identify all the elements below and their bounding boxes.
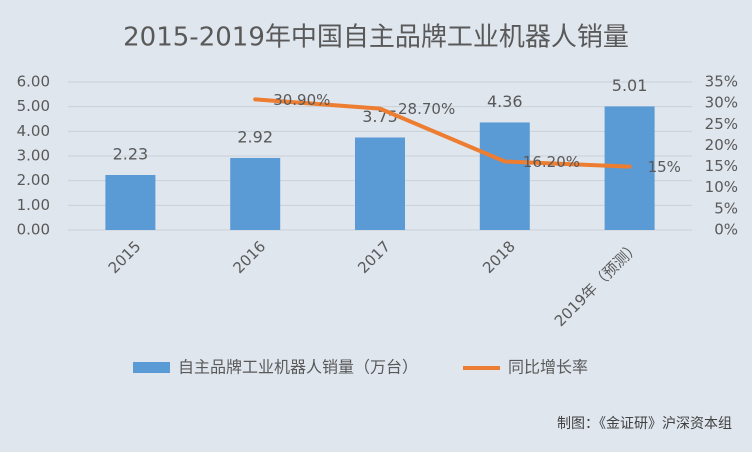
data-label: 2.23 — [113, 144, 149, 163]
y-tick-label: 5.00 — [17, 97, 50, 115]
data-label: 16.20% — [523, 153, 580, 171]
y2-tick-label: 25% — [705, 115, 738, 133]
y-tick-label: 2.00 — [17, 171, 50, 189]
y-tick-label: 0.00 — [17, 221, 50, 239]
y2-tick-label: 30% — [705, 94, 738, 112]
line — [253, 97, 632, 169]
source-note: 制图：《金证研》沪深资本组 — [557, 416, 732, 432]
bar — [355, 137, 405, 230]
data-label: 28.70% — [398, 100, 455, 118]
x-tick-label: 2016 — [229, 237, 269, 277]
y2-tick-label: 20% — [705, 136, 738, 154]
chart-title: 2015-2019年中国自主品牌工业机器人销量 — [123, 23, 629, 53]
data-label: 5.01 — [612, 76, 648, 95]
y2-tick-label: 15% — [705, 157, 738, 175]
data-label: 4.36 — [487, 92, 523, 111]
y2-tick-label: 0% — [714, 221, 738, 239]
y2-tick-label: 5% — [714, 199, 738, 217]
bar — [479, 122, 530, 230]
y2-tick-label: 10% — [705, 178, 738, 196]
x-tick-label: 2019年（预测） — [551, 237, 644, 330]
bar — [230, 157, 281, 230]
legend-label: 自主品牌工业机器人销量（万台） — [178, 358, 418, 377]
data-label: 30.90% — [273, 91, 330, 109]
data-label: 15% — [648, 158, 681, 176]
y2-tick-label: 35% — [705, 73, 738, 91]
x-tick-label: 2018 — [479, 237, 519, 277]
y-tick-label: 1.00 — [17, 196, 50, 214]
bar — [105, 174, 156, 230]
x-tick-label: 2017 — [354, 237, 394, 277]
data-label: 2.92 — [237, 127, 273, 146]
legend-label: 同比增长率 — [508, 358, 588, 377]
y-tick-label: 3.00 — [17, 147, 50, 165]
y-tick-label: 4.00 — [17, 122, 50, 140]
legend-swatch — [133, 362, 170, 373]
y-tick-label: 6.00 — [17, 73, 50, 91]
x-tick-label: 2015 — [105, 237, 145, 277]
